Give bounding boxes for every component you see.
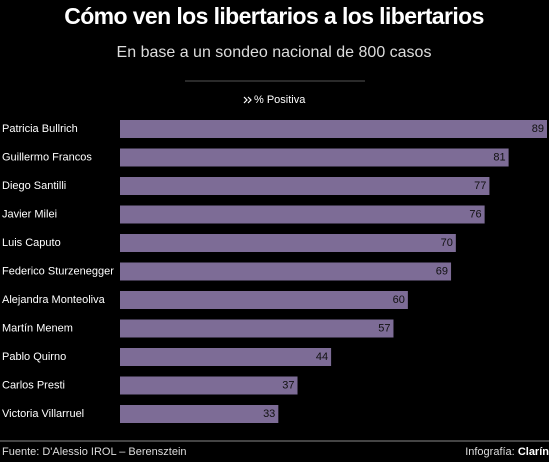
bar	[120, 234, 456, 252]
value-label: 77	[474, 180, 486, 192]
bar	[120, 120, 547, 138]
credit: Infografía: Clarín	[465, 446, 549, 458]
category-label: Carlos Presti	[2, 379, 65, 391]
category-label: Patricia Bullrich	[2, 123, 78, 135]
chart-title: Cómo ven los libertarios a los libertari…	[64, 3, 484, 29]
credit-brand: Clarín	[518, 446, 549, 458]
value-label: 33	[263, 408, 275, 420]
source: Fuente: D'Alessio IROL – Berensztein	[2, 446, 187, 458]
value-label: 70	[441, 237, 453, 249]
legend-label: % Positiva	[254, 94, 306, 106]
value-label: 57	[378, 322, 390, 334]
value-label: 44	[316, 351, 328, 363]
bar	[120, 148, 509, 167]
category-label: Martín Menem	[2, 322, 73, 334]
category-label: Diego Santilli	[2, 180, 66, 192]
value-label: 60	[393, 294, 405, 306]
value-label: 81	[493, 151, 505, 163]
category-label: Luis Caputo	[2, 237, 61, 249]
category-label: Pablo Quirno	[2, 351, 66, 363]
value-label: 37	[282, 379, 294, 391]
bar	[120, 348, 332, 366]
bar	[120, 205, 485, 224]
bar	[120, 262, 452, 281]
value-label: 69	[436, 265, 448, 277]
bar	[120, 376, 298, 395]
legend-marker	[243, 96, 252, 104]
credit-label: Infografía:	[465, 446, 515, 458]
category-label: Guillermo Francos	[2, 151, 92, 163]
chart-subtitle: En base a un sondeo nacional de 800 caso…	[117, 44, 432, 61]
category-label: Alejandra Monteoliva	[2, 294, 106, 306]
category-label: Victoria Villarruel	[2, 408, 84, 420]
category-label: Federico Sturzenegger	[2, 265, 114, 277]
bar	[120, 405, 279, 423]
bar	[120, 319, 394, 338]
value-label: 89	[532, 123, 544, 135]
value-label: 76	[469, 208, 481, 220]
category-label: Javier Milei	[2, 208, 57, 220]
bar	[120, 177, 490, 195]
bar	[120, 291, 408, 309]
